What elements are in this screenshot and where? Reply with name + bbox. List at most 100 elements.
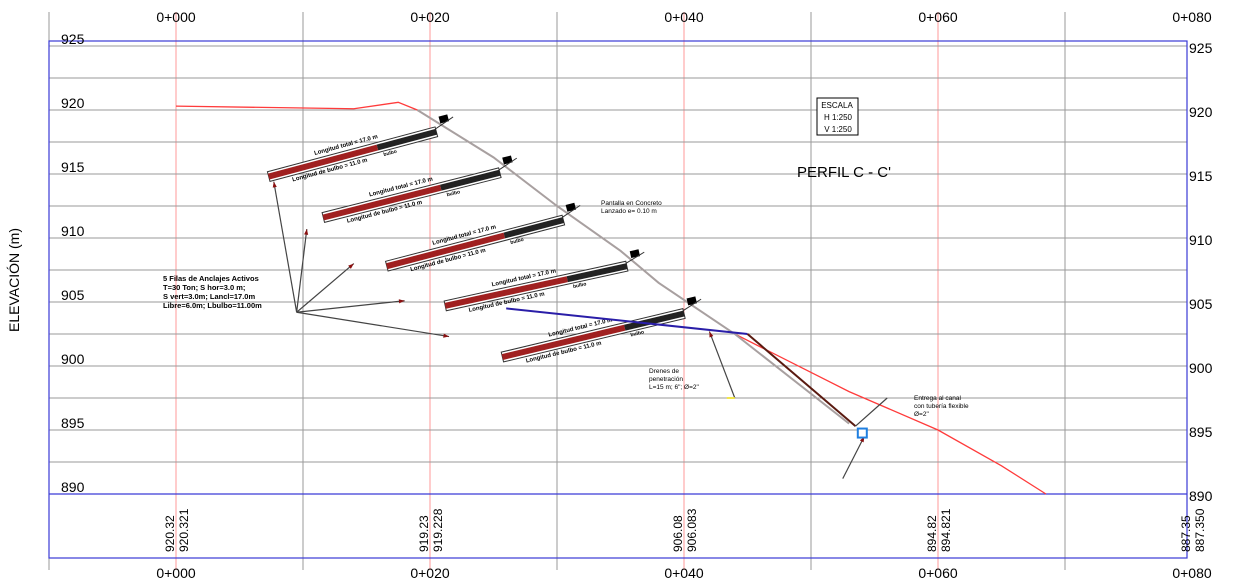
drains-and-outlet xyxy=(272,181,888,479)
anchor-head-block xyxy=(629,249,641,259)
y-tick-label-right: 925 xyxy=(1189,40,1213,56)
scale-title: ESCALA xyxy=(821,101,853,110)
y-tick-label-right: 890 xyxy=(1189,488,1213,504)
x-tick-label-top: 0+080 xyxy=(1172,9,1212,25)
anchor-callout-pointer xyxy=(296,311,450,338)
scale-v: V 1:250 xyxy=(824,125,852,134)
annotation-anchors-spec: T=30 Ton; S hor=3.0 m; xyxy=(163,283,245,292)
y-tick-label-right: 900 xyxy=(1189,360,1213,376)
anchor-callout-pointer xyxy=(273,181,298,313)
anchor-free-length xyxy=(267,144,379,180)
anchor-callout-pointer xyxy=(296,263,355,313)
anchor-bond-zone xyxy=(503,217,565,239)
x-tick-label-bottom: 0+080 xyxy=(1172,565,1212,581)
anchor-callout-pointer xyxy=(296,228,308,313)
drain-pointer-head xyxy=(709,331,714,338)
x-tick-label-top: 0+000 xyxy=(156,9,196,25)
y-tick-label-right: 915 xyxy=(1189,168,1213,184)
anchor-head-block xyxy=(686,296,697,306)
plot-border xyxy=(48,40,1188,559)
annotation-shotcrete: Lanzado e= 0.10 m xyxy=(601,208,657,215)
annotation-outlet: con tubería flexible xyxy=(914,403,969,410)
table-value-a: 894.82 xyxy=(925,515,939,552)
grid xyxy=(48,12,1187,570)
outlet-callout-pointer xyxy=(855,397,888,427)
y-axis-label: ELEVACIÓN (m) xyxy=(6,228,22,332)
y-tick-label-right: 920 xyxy=(1189,104,1213,120)
outlet-lower-pointer xyxy=(842,436,865,479)
annotation-anchors-spec: 5 Filas de Anclajes Activos xyxy=(163,274,259,283)
anchor-callout-pointer-head xyxy=(348,263,354,269)
y-tick-label-left: 905 xyxy=(61,287,85,303)
annotation-anchors-spec: S vert=3.0m; Lancl=17.0m xyxy=(163,292,255,301)
anchor-tendon-end xyxy=(498,157,518,171)
table-value-a: 906.08 xyxy=(671,515,685,552)
annotation-drains: L=15 m; 6"; Ø=2" xyxy=(649,384,699,391)
table-value-a: 920.32 xyxy=(163,515,177,552)
anchor-callout-pointer xyxy=(296,300,405,313)
text-labels: 0+000 0+000 0+020 0+020 0+040 0+040 0+060 0+060… xyxy=(61,9,1213,581)
anchor-bond-label: bulbo xyxy=(446,189,461,198)
anchor-bond-label: bulbo xyxy=(383,149,398,158)
annotation-anchors-spec: Libre=6.0m; Lbulbo=11.00m xyxy=(163,301,262,310)
anchor-head-block xyxy=(438,114,450,124)
y-tick-label-right: 905 xyxy=(1189,296,1213,312)
anchor-tendon-end xyxy=(562,204,581,218)
anchor-callout-pointer-head xyxy=(443,333,450,338)
anchor-free-length xyxy=(501,324,626,360)
y-tick-label-left: 890 xyxy=(61,479,85,495)
y-tick-label-left: 895 xyxy=(61,415,85,431)
x-tick-label-top: 0+060 xyxy=(918,9,958,25)
x-tick-label-bottom: 0+060 xyxy=(918,565,958,581)
profile-title: PERFIL C - C' xyxy=(797,164,891,181)
x-tick-label-bottom: 0+020 xyxy=(410,565,450,581)
scale-h: H 1:250 xyxy=(824,113,853,122)
table-value-b: 894.821 xyxy=(939,508,953,552)
anchor-callout-pointer-head xyxy=(304,229,309,235)
anchor-bond-zone xyxy=(376,128,438,151)
x-tick-label-top: 0+040 xyxy=(664,9,704,25)
anchor-tendon-end xyxy=(435,116,454,130)
annotation-outlet: Entrega al canal xyxy=(914,395,962,402)
anchor-head-block xyxy=(565,202,577,212)
anchor-bond-zone xyxy=(566,263,628,283)
anchor-bond-zone xyxy=(624,310,685,331)
anchor-bond-zone xyxy=(440,169,501,191)
scale-box: ESCALA H 1:250 V 1:250 xyxy=(816,97,859,136)
y-tick-label-right: 895 xyxy=(1189,424,1213,440)
table-value-b: 887.350 xyxy=(1193,508,1207,552)
anchor-bond-label: bulbo xyxy=(572,281,587,290)
x-tick-label-bottom: 0+000 xyxy=(156,565,196,581)
y-tick-label-left: 900 xyxy=(61,351,85,367)
drain-pointer xyxy=(708,331,736,399)
annotation-outlet: Ø=2" xyxy=(914,411,929,418)
table-value-a: 919.23 xyxy=(417,515,431,552)
table-value-b: 920.321 xyxy=(177,508,191,552)
terrain-design-line xyxy=(416,109,850,425)
x-tick-label-bottom: 0+040 xyxy=(664,565,704,581)
anchor-callout-pointer-head xyxy=(272,181,277,188)
y-tick-label-left: 925 xyxy=(61,31,85,47)
annotation-drains: Drenes de xyxy=(649,368,679,375)
x-tick-label-top: 0+020 xyxy=(410,9,450,25)
anchor-callout-pointer-head xyxy=(398,299,405,304)
anchor-free-length xyxy=(444,276,568,309)
anchor-tendon-end xyxy=(625,251,645,264)
outlet-pipe xyxy=(746,333,857,427)
anchor-bond-label: bulbo xyxy=(630,329,645,338)
anchor-head-block xyxy=(502,155,513,165)
drain-pipe xyxy=(506,307,748,335)
anchor-free-length xyxy=(386,232,506,270)
anchor-bond-label: bulbo xyxy=(510,237,525,246)
y-tick-label-left: 910 xyxy=(61,223,85,239)
terrain-lines xyxy=(175,101,1047,495)
table-value-b: 906.083 xyxy=(685,508,699,552)
annotation-drains: penetración xyxy=(649,376,683,383)
annotation-shotcrete: Pantalla en Concreto xyxy=(601,200,662,207)
anchor-tendon-end xyxy=(683,298,702,312)
frame xyxy=(48,40,1188,559)
